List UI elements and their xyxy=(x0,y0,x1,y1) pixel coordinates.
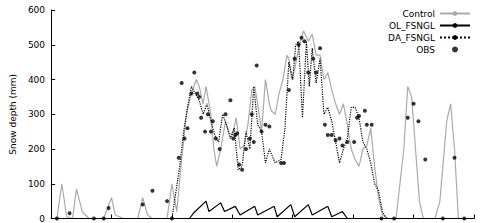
svg-text:Snow depth (mm): Snow depth (mm) xyxy=(8,74,18,155)
svg-text:600: 600 xyxy=(28,5,45,15)
svg-text:OL_FSNGL: OL_FSNGL xyxy=(389,21,435,31)
svg-text:Control: Control xyxy=(402,9,435,19)
svg-text:200: 200 xyxy=(28,144,45,154)
svg-text:0: 0 xyxy=(39,214,45,223)
svg-text:DA_FSNGL: DA_FSNGL xyxy=(388,33,435,43)
svg-text:300: 300 xyxy=(28,109,45,119)
svg-text:500: 500 xyxy=(28,40,45,50)
svg-text:100: 100 xyxy=(28,179,45,189)
svg-text:OBS: OBS xyxy=(416,45,435,55)
svg-text:400: 400 xyxy=(28,75,45,85)
